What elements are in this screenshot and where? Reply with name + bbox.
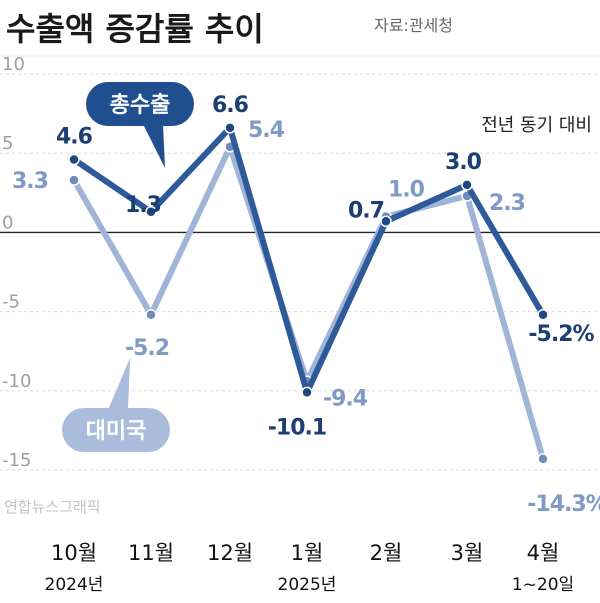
data-label: 0.7 bbox=[348, 198, 384, 223]
legend-badge bbox=[86, 82, 194, 126]
data-label: 3.0 bbox=[445, 150, 482, 175]
x-tick-label: 11월 bbox=[128, 541, 174, 565]
x-tick-label: 10월 bbox=[51, 541, 97, 565]
data-label: -14.3% bbox=[527, 492, 600, 517]
data-label: 4.6 bbox=[56, 125, 93, 150]
legend-label: 대미국 bbox=[86, 419, 147, 444]
credit-text: 연합뉴스그래픽 bbox=[4, 498, 101, 516]
legend-pointer bbox=[108, 358, 130, 410]
data-label: -5.2% bbox=[528, 322, 594, 347]
data-point bbox=[68, 153, 80, 166]
data-point bbox=[380, 215, 392, 228]
x-tick-sublabel: 2025년 bbox=[278, 575, 337, 595]
x-axis-ticks: 10월 11월 12월 1월 2월 3월 4월 2024년 2025년 1~20일 bbox=[45, 541, 575, 595]
legend-pointer bbox=[143, 124, 165, 168]
data-point bbox=[224, 122, 236, 134]
data-label: 5.4 bbox=[248, 118, 285, 143]
data-point bbox=[145, 206, 157, 218]
x-tick-label: 4월 bbox=[527, 541, 560, 565]
data-label: 2.3 bbox=[489, 191, 525, 216]
x-tick-label: 3월 bbox=[451, 541, 484, 565]
y-tick-label: -10 bbox=[2, 371, 31, 392]
data-point bbox=[537, 453, 549, 465]
chart-subtitle: 전년 동기 대비 bbox=[481, 115, 592, 136]
x-tick-label: 12월 bbox=[207, 541, 253, 565]
source-note: 자료:관세청 bbox=[374, 16, 453, 35]
y-tick-label: -15 bbox=[2, 450, 31, 471]
chart-title: 수출액 증감률 추이 bbox=[6, 10, 264, 48]
data-label: 1.0 bbox=[388, 178, 425, 203]
data-labels: 4.6 1.3 6.6 -10.1 0.7 3.0 -5.2% 3.3 -5.2 5.4 -9.4 1… bbox=[12, 93, 600, 517]
data-point bbox=[537, 309, 549, 321]
legend-label: 총수출 bbox=[110, 93, 171, 118]
data-point bbox=[145, 309, 157, 321]
data-label: 6.6 bbox=[212, 93, 249, 118]
data-point bbox=[461, 179, 473, 191]
x-tick-label: 1월 bbox=[291, 541, 324, 565]
y-axis-ticks: 10 5 0 -5 -10 -15 bbox=[2, 54, 31, 471]
data-label: 1.3 bbox=[125, 193, 161, 218]
x-tick-sublabel: 2024년 bbox=[45, 575, 104, 595]
data-label: -5.2 bbox=[125, 336, 169, 361]
x-tick-label: 2월 bbox=[370, 541, 403, 565]
legend-badge bbox=[62, 408, 170, 452]
legend-item: 총수출 bbox=[86, 82, 194, 168]
y-tick-label: 5 bbox=[2, 133, 13, 154]
series bbox=[68, 122, 549, 465]
data-label: 3.3 bbox=[12, 169, 48, 194]
data-label: -10.1 bbox=[268, 415, 326, 440]
x-tick-sublabel: 1~20일 bbox=[512, 575, 574, 595]
data-point bbox=[68, 174, 80, 186]
legend-item: 대미국 bbox=[62, 358, 170, 452]
data-label: -9.4 bbox=[323, 386, 368, 411]
y-tick-label: 10 bbox=[2, 54, 25, 75]
y-tick-label: 0 bbox=[2, 212, 13, 233]
y-tick-label: -5 bbox=[2, 292, 20, 313]
data-point bbox=[301, 386, 313, 399]
